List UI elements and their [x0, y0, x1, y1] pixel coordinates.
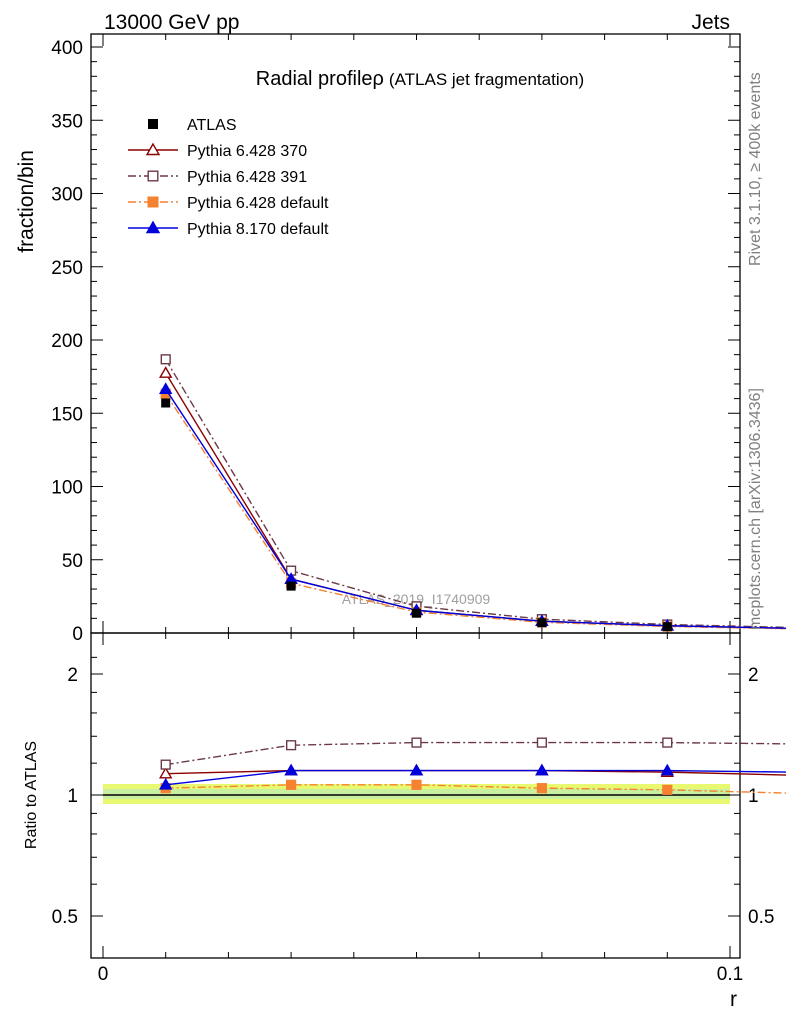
series-4-line-ratio	[165, 769, 786, 786]
series-2-point-ratio	[662, 737, 673, 748]
series-2-line-top	[165, 358, 786, 629]
series-4-point-ratio	[535, 763, 549, 776]
series-4-point-ratio	[284, 763, 298, 776]
y-tick-label-top: 0	[72, 624, 83, 645]
legend-marker-atlas	[148, 119, 158, 129]
y-tick-label-top: 150	[51, 404, 83, 425]
y-tick-label-bottom: 1	[67, 786, 78, 807]
legend-marker	[145, 142, 161, 156]
series-3-line-top	[165, 393, 786, 630]
atlas-point	[286, 581, 296, 591]
series-4-point-ratio	[409, 763, 424, 776]
chart-title: Radial profileρ (ATLAS jet fragmentation)	[256, 68, 584, 90]
header-right: Jets	[691, 11, 730, 34]
series-3-point-ratio	[286, 779, 297, 790]
series-2-point-ratio	[411, 737, 422, 748]
atlas-point	[412, 608, 421, 618]
series-3-point-ratio	[411, 779, 422, 790]
y-tick-label-bottom: 2	[67, 665, 78, 686]
header-left: 13000 GeV pp	[104, 11, 239, 34]
series-4-point-ratio	[660, 763, 675, 776]
series-4-point-top	[158, 382, 173, 395]
top-panel: 0 50 100 150 200 250 300 350 400 Radial profileρ…	[15, 33, 786, 645]
legend: ATLAS Pythia 6.428 370 Pythia 6.428 391 Pyt…	[128, 117, 329, 238]
x-axis-label: r	[730, 988, 737, 1011]
y-tick-label-top: 300	[51, 185, 83, 206]
atlas-point	[161, 398, 171, 408]
y-tick-label-top: 250	[51, 258, 83, 279]
series-2-line-ratio	[165, 741, 786, 766]
reference-band-inner	[103, 789, 730, 799]
y-tick-label-bottom-right: 2	[748, 665, 759, 686]
y-tick-label-bottom-right: 1	[748, 786, 759, 807]
series-2-point-ratio	[160, 759, 171, 770]
x-tick-label: 0	[98, 964, 109, 985]
legend-marker	[145, 220, 161, 234]
series-4-line-top	[165, 388, 786, 629]
atlas-point	[662, 622, 672, 632]
legend-marker	[147, 196, 159, 208]
y-tick-label-top: 400	[51, 38, 83, 59]
y-tick-label-top: 50	[62, 551, 83, 572]
series-3-point-ratio	[662, 784, 673, 795]
legend-label: Pythia 6.428 370	[187, 143, 307, 160]
x-tick-label: 0.1	[717, 964, 743, 985]
y-tick-label-top: 200	[51, 331, 83, 352]
legend-label: Pythia 8.170 default	[187, 221, 329, 238]
side-text-lower: mcplots.cern.ch [arXiv:1306.3436]	[747, 388, 764, 630]
atlas-point	[537, 618, 547, 628]
ratio-panel-frame	[90, 632, 741, 959]
series-2-point-ratio	[536, 737, 548, 748]
y-axis-label-top: fraction/bin	[15, 150, 38, 253]
side-text-upper: Rivet 3.1.10, ≥ 400k events	[747, 72, 764, 266]
y-tick-label-bottom-right: 0.5	[748, 907, 774, 928]
legend-label: Pythia 6.428 default	[187, 195, 329, 212]
series-1-point-ratio	[158, 766, 173, 779]
series-2-point-ratio	[286, 740, 297, 751]
legend-label: ATLAS	[187, 117, 237, 134]
y-tick-label-top: 100	[51, 478, 83, 499]
legend-marker	[147, 170, 159, 182]
y-tick-label-bottom: 0.5	[52, 907, 78, 928]
series-2-point-top	[160, 354, 171, 365]
series-4-point-ratio	[158, 777, 173, 790]
legend-label: Pythia 6.428 391	[187, 169, 307, 186]
y-tick-label-top: 350	[51, 111, 83, 132]
series-1-point-top	[158, 366, 173, 378]
series-3-point-ratio	[536, 783, 548, 794]
y-axis-label-bottom: Ratio to ATLAS	[23, 741, 40, 849]
